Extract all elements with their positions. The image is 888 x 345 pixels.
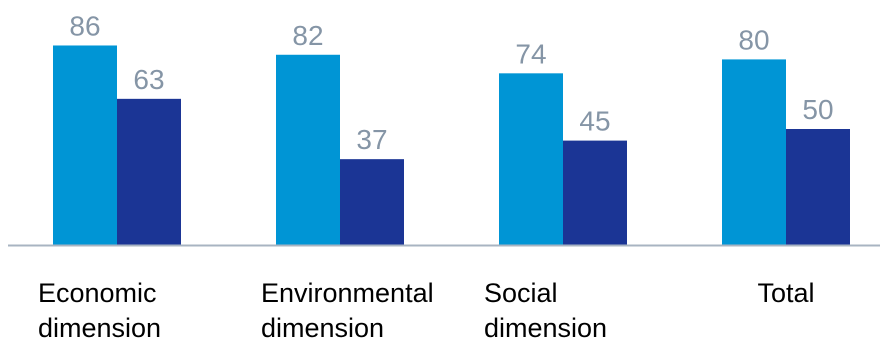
value-label-environmental-dimension-series-1: 82 bbox=[292, 20, 323, 51]
category-label-line: Economic bbox=[38, 278, 157, 308]
value-label-environmental-dimension-series-2: 37 bbox=[356, 124, 387, 155]
category-label-line: Total bbox=[757, 278, 814, 308]
value-label-total-series-2: 50 bbox=[802, 94, 833, 125]
bar-economic-dimension-series-1 bbox=[53, 45, 117, 246]
category-label-total: Total bbox=[757, 278, 814, 308]
category-label-line: dimension bbox=[38, 313, 161, 343]
category-label-environmental-dimension: Environmental dimension bbox=[261, 278, 434, 343]
labels-group: 86 63 Economic dimension 82 37 Environmental di… bbox=[38, 10, 834, 343]
bar-environmental-dimension-series-1 bbox=[276, 54, 340, 246]
bar-economic-dimension-series-2 bbox=[117, 98, 181, 245]
category-label-economic-dimension: Economic dimension bbox=[38, 278, 161, 343]
value-label-economic-dimension-series-1: 86 bbox=[69, 10, 100, 41]
bar-social-dimension-series-1 bbox=[499, 73, 563, 245]
value-label-total-series-1: 80 bbox=[738, 24, 769, 55]
category-label-line: dimension bbox=[484, 313, 607, 343]
value-label-social-dimension-series-2: 45 bbox=[579, 106, 610, 137]
bar-environmental-dimension-series-2 bbox=[340, 159, 404, 245]
bar-total-series-1 bbox=[722, 59, 786, 246]
category-label-social-dimension: Social dimension bbox=[484, 278, 607, 343]
bar-total-series-2 bbox=[786, 129, 850, 245]
bar-social-dimension-series-2 bbox=[563, 140, 627, 245]
value-label-social-dimension-series-1: 74 bbox=[515, 38, 546, 69]
category-label-line: dimension bbox=[261, 313, 384, 343]
category-label-line: Environmental bbox=[261, 278, 434, 308]
value-label-economic-dimension-series-2: 63 bbox=[133, 64, 164, 95]
category-label-line: Social bbox=[484, 278, 558, 308]
bars-group bbox=[53, 45, 850, 246]
